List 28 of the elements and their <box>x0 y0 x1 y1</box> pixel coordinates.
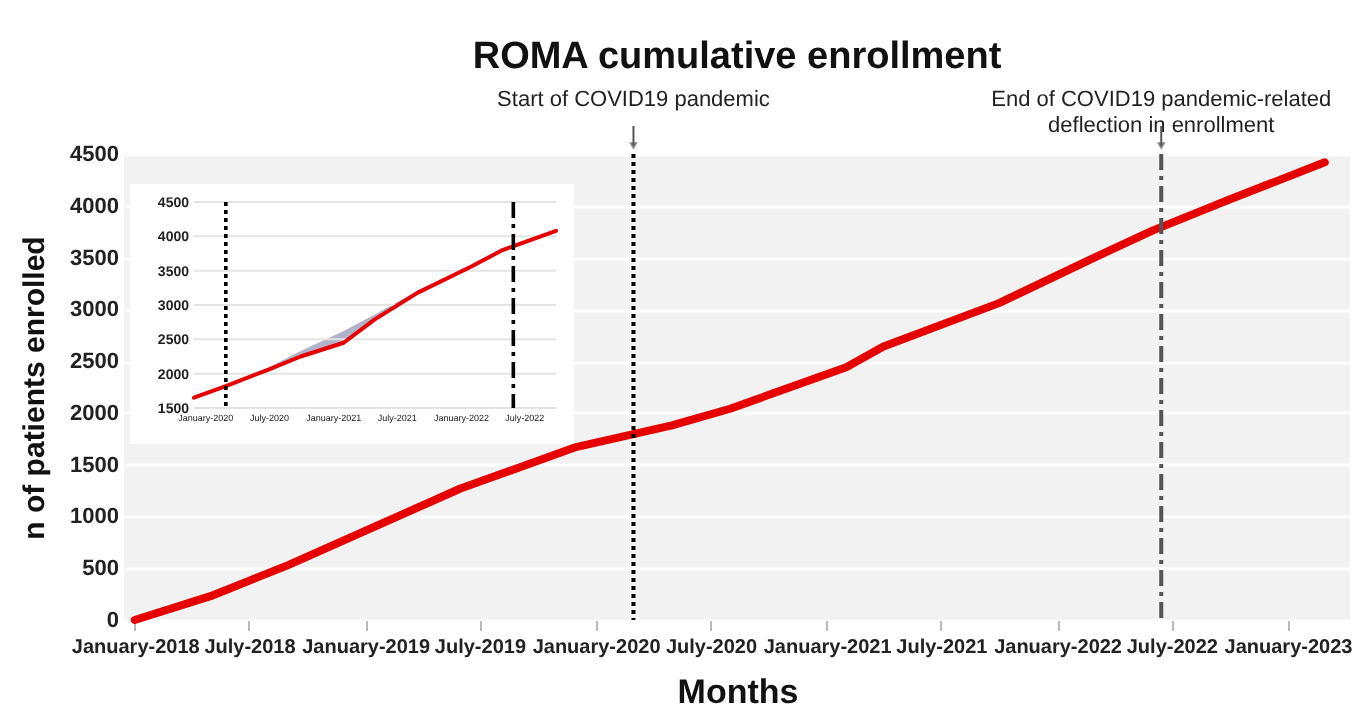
ref-line-label: Start of COVID19 pandemic <box>497 88 771 112</box>
x-tick-label: January-2023 <box>1224 637 1354 659</box>
y-tick-label: 3500 <box>70 246 119 271</box>
x-tick-label: January-2019 <box>302 637 431 659</box>
y-tick-label: 500 <box>82 557 119 582</box>
x-tick-label: January-2020 <box>532 637 662 659</box>
x-tick-label: January-2021 <box>763 637 893 659</box>
y-axis-title: n of patients enrolled <box>18 236 53 540</box>
y-tick-label: 2500 <box>70 350 119 375</box>
line-series <box>130 158 1329 624</box>
x-tick-label: July-2018 <box>204 637 297 659</box>
y-tick-label: 1500 <box>70 453 119 478</box>
y-tick-label: 4500 <box>70 143 119 167</box>
y-tick-label: 2000 <box>70 401 119 426</box>
x-tick-label: July-2022 <box>1126 637 1219 659</box>
x-tick-label: July-2021 <box>896 637 989 659</box>
x-axis-title: Months <box>677 673 799 704</box>
y-tick-label: 1000 <box>70 505 119 530</box>
chart-title: ROMA cumulative enrollment <box>472 36 1003 78</box>
y-tick-label: 0 <box>106 609 119 633</box>
x-tick-label: July-2019 <box>434 637 527 659</box>
line-series <box>192 228 558 400</box>
x-tick-label: January-2022 <box>994 637 1123 659</box>
x-tick-label: July-2020 <box>665 637 758 659</box>
y-tick-label: 4000 <box>70 194 119 219</box>
ref-line-label: End of COVID19 pandemic-related deflection in enrollment <box>991 88 1332 138</box>
y-tick-label: 3000 <box>70 298 119 323</box>
x-tick-label: January-2018 <box>71 637 201 659</box>
